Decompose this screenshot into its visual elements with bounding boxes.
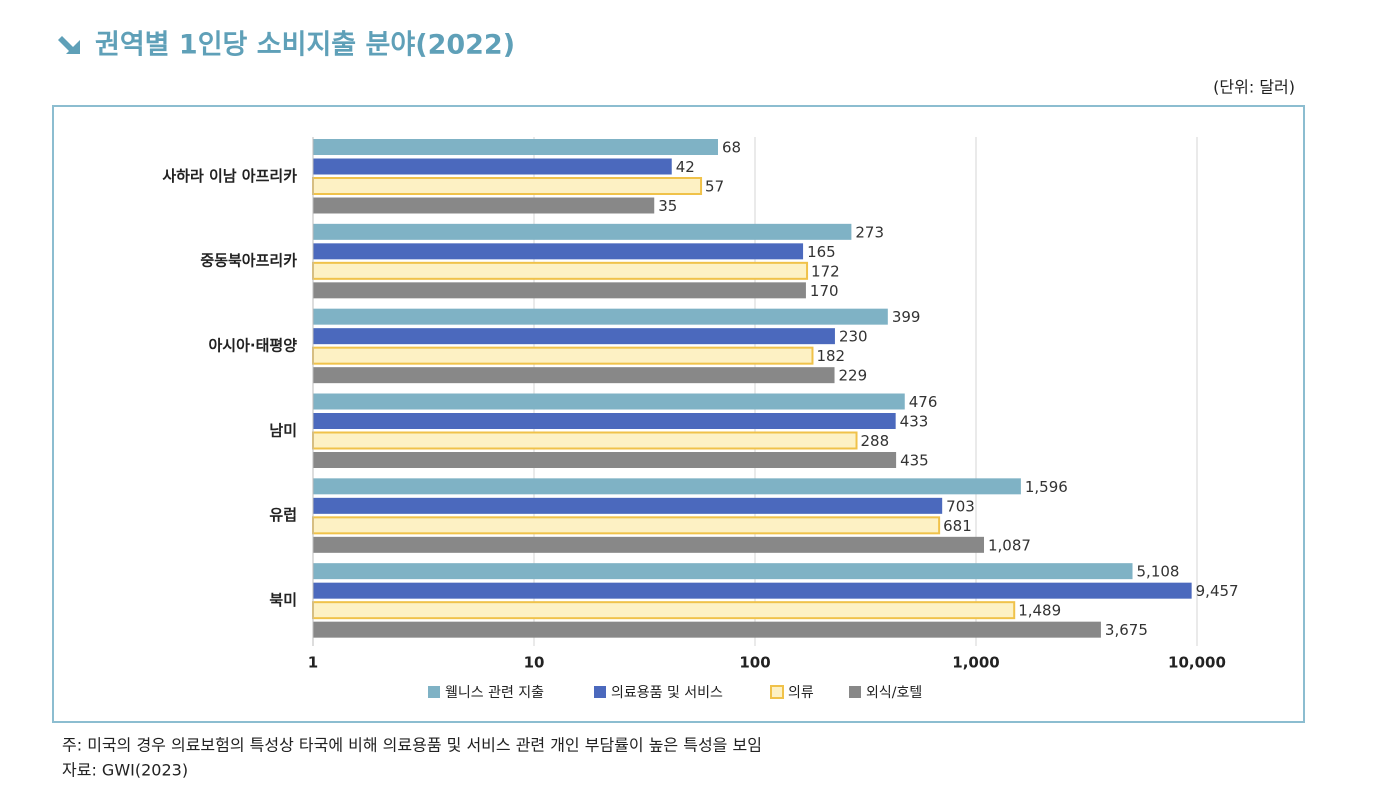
- value-label: 476: [909, 393, 938, 411]
- value-label: 399: [892, 308, 921, 326]
- bar: [313, 393, 905, 410]
- unit-label: (단위: 달러): [1213, 78, 1295, 97]
- legend-label: 의류: [788, 685, 814, 701]
- value-label: 435: [900, 452, 929, 470]
- value-label: 1,489: [1018, 602, 1061, 620]
- value-label: 3,675: [1105, 621, 1148, 639]
- value-label: 42: [676, 158, 695, 176]
- bar: [313, 308, 888, 325]
- bar: [313, 413, 896, 429]
- value-label: 273: [855, 223, 884, 241]
- x-tick-label: 1,000: [952, 654, 999, 672]
- y-tick-label: 유럽: [269, 506, 297, 524]
- bar: [313, 197, 655, 214]
- y-tick-label: 중동북아프리카: [200, 252, 297, 270]
- legend-marker: [770, 685, 784, 699]
- legend-label: 외식/호텔: [866, 685, 922, 701]
- bar: [313, 478, 1021, 495]
- value-label: 170: [810, 282, 839, 300]
- plot: 1 10 100 1,000 10,000 사하라 이남 아프리카 68 42 57 35 중동북아…: [162, 137, 1239, 701]
- y-tick-label: 아시아·태평양: [209, 336, 298, 354]
- source: 자료: GWI(2023): [62, 761, 188, 780]
- legend-marker: [849, 686, 861, 698]
- x-tick-label: 100: [739, 654, 770, 672]
- bar: [312, 516, 941, 535]
- legend-label: 의료용품 및 서비스: [611, 685, 723, 701]
- legend-marker: [428, 686, 440, 698]
- value-label: 68: [722, 139, 741, 157]
- bar: [312, 177, 703, 195]
- value-label: 165: [807, 243, 836, 261]
- chart-title: 권역별 1인당 소비지출 분야(2022): [95, 30, 515, 61]
- bar: [312, 261, 809, 280]
- value-label: 182: [816, 347, 845, 365]
- value-label: 230: [839, 328, 868, 346]
- value-label: 1,596: [1025, 478, 1068, 496]
- value-label: 703: [946, 497, 975, 515]
- bar: [313, 367, 835, 384]
- value-label: 172: [811, 262, 840, 280]
- value-label: 288: [861, 432, 890, 450]
- x-tick-label: 10: [524, 654, 545, 672]
- note: 주: 미국의 경우 의료보험의 특성상 타국에 비해 의료용품 및 서비스 관련…: [62, 736, 762, 755]
- bar: [313, 282, 806, 299]
- value-label: 5,108: [1137, 563, 1180, 581]
- bar: [313, 243, 804, 260]
- bar: [313, 563, 1133, 580]
- y-tick-label: 사하라 이남 아프리카: [162, 167, 297, 185]
- value-label: 681: [943, 517, 972, 535]
- title-icon: [58, 36, 80, 54]
- value-label: 1,087: [988, 536, 1031, 554]
- bar: [313, 536, 985, 553]
- bar: [313, 328, 835, 345]
- chart-frame: [52, 105, 1305, 723]
- value-label: 433: [900, 413, 929, 431]
- legend-label: 웰니스 관련 지출: [445, 685, 544, 701]
- bar: [313, 497, 943, 514]
- y-tick-label: 북미: [269, 591, 297, 609]
- bar: [313, 621, 1101, 638]
- bar: [313, 452, 897, 468]
- value-label: 9,457: [1196, 582, 1239, 600]
- bar: [313, 158, 672, 175]
- x-tick-label: 10,000: [1168, 654, 1226, 672]
- bar: [313, 582, 1192, 599]
- bar: [312, 601, 1016, 620]
- y-tick-label: 남미: [269, 421, 297, 439]
- bar: [313, 139, 718, 155]
- value-label: 35: [658, 197, 677, 215]
- x-tick-label: 1: [308, 654, 318, 672]
- bar: [312, 346, 814, 365]
- bar: [313, 223, 852, 240]
- value-label: 229: [839, 367, 868, 385]
- legend-marker: [594, 686, 606, 698]
- bar: [312, 431, 858, 450]
- value-label: 57: [705, 178, 724, 196]
